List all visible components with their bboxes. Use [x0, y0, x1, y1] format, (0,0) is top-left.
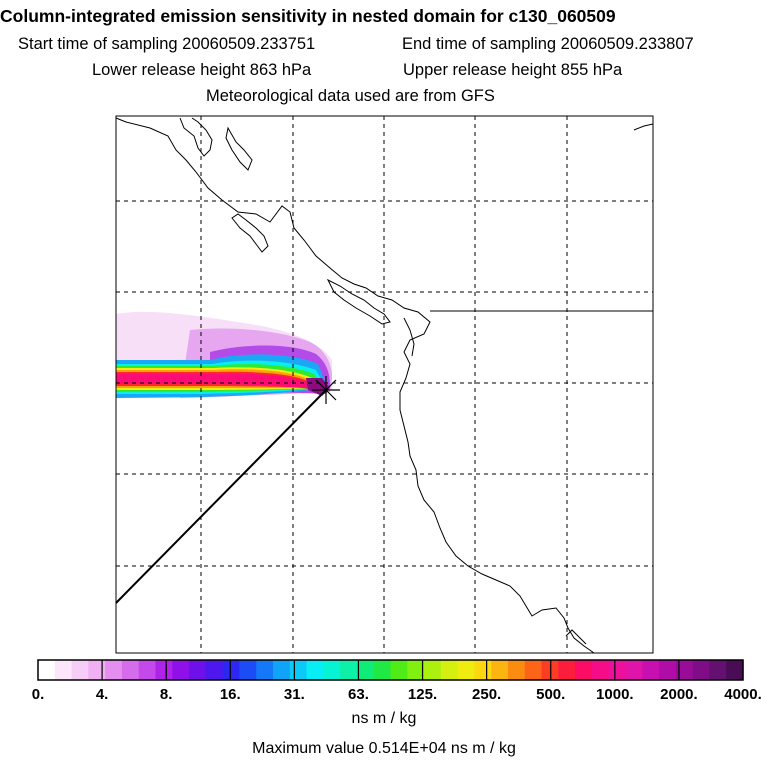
- colorbar-cell: [591, 660, 610, 680]
- colorbar-tick-label: 2000.: [660, 686, 698, 703]
- upper-release-height-label: Upper release height 855 hPa: [403, 61, 623, 79]
- colorbar-cell: [256, 660, 274, 680]
- colorbar-cell: [407, 660, 425, 680]
- lower-release-height-label: Lower release height 863 hPa: [92, 61, 312, 79]
- coastlines: [115, 117, 654, 654]
- colorbar-cell: [273, 660, 291, 680]
- colorbar-tick-label: 500.: [536, 686, 566, 703]
- colorbar-cell: [38, 660, 56, 680]
- colorbar-cell: [340, 660, 358, 680]
- coastline-baja: [565, 629, 587, 645]
- coastline-island-north: [179, 117, 213, 157]
- colorbar-tick-label: 1000.: [596, 686, 634, 703]
- colorbar-cell: [306, 660, 324, 680]
- colorbar-cell: [424, 660, 442, 680]
- colorbar-cell: [373, 660, 392, 680]
- colorbar-cell: [155, 660, 173, 680]
- colorbar-tick-label: 125.: [407, 686, 438, 703]
- colorbar-cell: [121, 660, 140, 680]
- coastline-island-mid: [231, 213, 269, 253]
- colorbar-cell: [88, 660, 106, 680]
- start-time-label: Start time of sampling 20060509.233751: [18, 35, 316, 53]
- colorbar-cell: [189, 660, 207, 680]
- colorbar-tick-label: 0.: [31, 686, 45, 703]
- colorbar-tick-label: 4000.: [724, 686, 762, 703]
- colorbar-cell: [642, 660, 660, 680]
- colorbar-tick-label: 31.: [283, 686, 305, 703]
- lat-lon-gridlines: [116, 116, 653, 653]
- coastline-mainland: [115, 117, 595, 654]
- colorbar-tick-label: 8.: [159, 686, 173, 703]
- colorbar-tick-label: 16.: [219, 686, 241, 703]
- colorbar-cell: [239, 660, 257, 680]
- colorbar-cell: [558, 660, 576, 680]
- end-time-label: End time of sampling 20060509.233807: [402, 35, 694, 53]
- colorbar-cell: [709, 660, 727, 680]
- coastline-northeast: [633, 123, 654, 131]
- emission-plume: [116, 311, 332, 398]
- map-frame: [115, 115, 654, 654]
- meteorological-data-label: Meteorological data used are from GFS: [206, 87, 495, 105]
- release-point-marker: [312, 376, 340, 404]
- colorbar-tick-label: 250.: [472, 686, 502, 703]
- colorbar-cell: [440, 660, 459, 680]
- colorbar-cell: [323, 660, 341, 680]
- colorbar-units: ns m / kg: [351, 710, 417, 727]
- colorbar-tick-label: 4.: [95, 686, 109, 703]
- colorbar-cell: [625, 660, 643, 680]
- colorbar-cell: [205, 660, 224, 680]
- colorbar-tick-label: 63.: [348, 686, 369, 703]
- coastline-peninsula: [326, 278, 391, 325]
- colorbar-cell: [222, 660, 241, 680]
- colorbar-cell: [71, 660, 89, 680]
- colorbar-cell: [54, 660, 73, 680]
- maximum-value-label: Maximum value 0.514E+04 ns m / kg: [252, 740, 516, 757]
- colorbar-cell: [692, 660, 711, 680]
- colorbar-cell: [659, 660, 677, 680]
- colorbar-cell: [491, 660, 509, 680]
- colorbar-cell: [105, 660, 123, 680]
- map-title: Column-integrated emission sensitivity i…: [0, 6, 616, 26]
- colorbar-cells: [38, 660, 744, 680]
- colorbar-cell: [356, 660, 375, 680]
- colorbar-cell: [675, 660, 694, 680]
- coastline-inlet-north: [225, 126, 253, 171]
- plume-core-magenta: [116, 373, 318, 390]
- flight-track-line: [115, 389, 327, 604]
- colorbar-cell: [575, 660, 593, 680]
- colorbar-cell: [289, 660, 308, 680]
- colorbar-frame: [37, 659, 744, 681]
- colorbar-cell: [138, 660, 157, 680]
- colorbar-cell: [457, 660, 476, 680]
- colorbar-cell: [390, 660, 408, 680]
- colorbar-cell: [524, 660, 543, 680]
- coastline-sound: [403, 317, 415, 357]
- colorbar-tick-separators: [101, 660, 680, 680]
- colorbar-cell: [608, 660, 627, 680]
- colorbar-cell: [474, 660, 492, 680]
- colorbar-cell: [508, 660, 526, 680]
- colorbar-cell: [172, 660, 190, 680]
- colorbar-cell: [726, 660, 744, 680]
